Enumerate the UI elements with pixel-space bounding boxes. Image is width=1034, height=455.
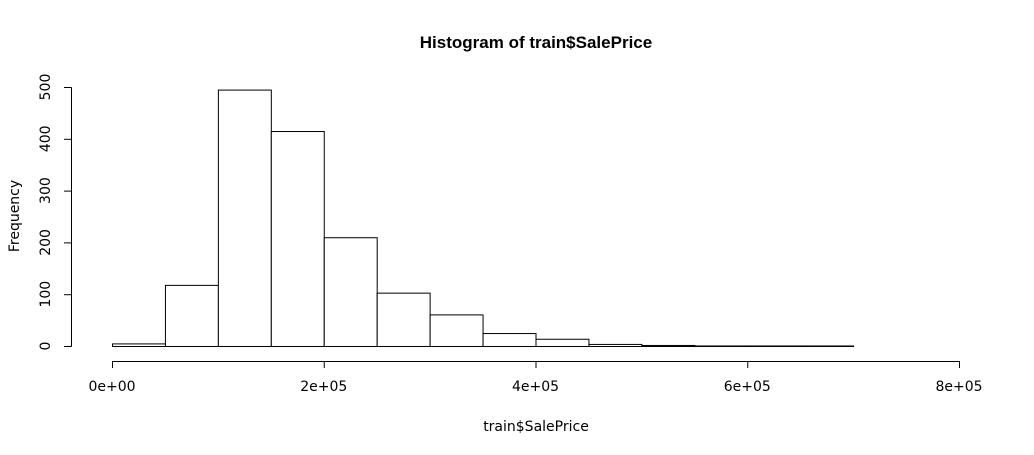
y-tick-label: 500 <box>38 74 54 101</box>
histogram-bar <box>429 314 484 348</box>
histogram-bar <box>217 89 272 347</box>
y-tick-label: 100 <box>38 281 54 308</box>
histogram-bar <box>535 338 590 347</box>
histogram-bars <box>112 89 855 348</box>
y-tick-label: 0 <box>38 342 54 351</box>
y-axis-label: Frequency <box>7 180 23 252</box>
histogram-bar <box>641 344 696 347</box>
histogram-bar <box>747 345 802 347</box>
chart-title: Histogram of train$SalePrice <box>420 33 652 52</box>
x-tick-label: 0e+00 <box>88 379 135 395</box>
x-tick-label: 2e+05 <box>300 379 347 395</box>
histogram-bar <box>482 333 537 347</box>
histogram-bar <box>694 345 749 347</box>
x-tick-label: 4e+05 <box>512 379 559 395</box>
histogram-bar <box>270 131 325 347</box>
histogram-bar <box>588 343 643 348</box>
x-tick-label: 8e+05 <box>935 379 982 395</box>
histogram-bar <box>800 345 855 347</box>
x-axis-label: train$SalePrice <box>483 419 589 435</box>
y-tick-label: 300 <box>38 177 54 204</box>
y-tick-label: 200 <box>38 229 54 256</box>
histogram-bar <box>323 237 378 347</box>
y-axis: 0 100 200 300 400 500 <box>38 74 72 351</box>
x-axis: 0e+00 2e+05 4e+05 6e+05 8e+05 <box>88 361 983 395</box>
histogram-bar <box>376 292 431 347</box>
histogram-bar <box>112 343 166 348</box>
histogram-bar <box>164 284 219 348</box>
y-tick-label: 400 <box>38 125 54 152</box>
x-tick-label: 6e+05 <box>724 379 771 395</box>
